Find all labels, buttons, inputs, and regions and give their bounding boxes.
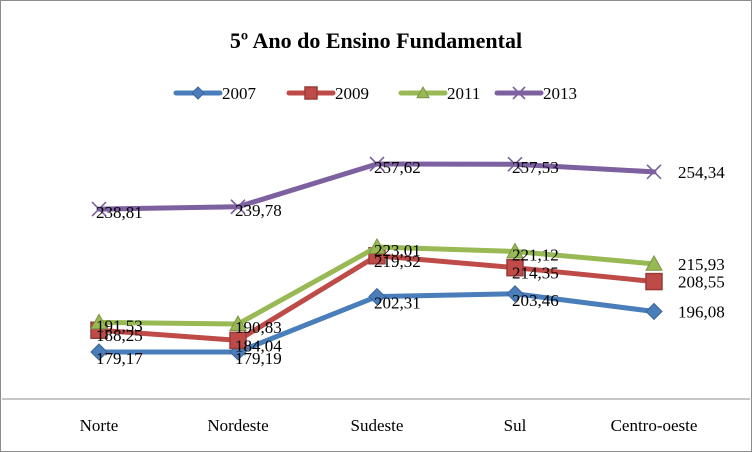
data-label-2007-norte: 179,17 — [96, 349, 143, 368]
data-label-2013-sudeste: 257,62 — [374, 158, 421, 177]
x-tick-nordeste: Nordeste — [207, 416, 268, 435]
point-2013-centro-oeste — [646, 164, 662, 180]
legend: 2007 2009 2011 2013 — [173, 84, 577, 103]
data-label-2013-centro-oeste: 254,34 — [678, 163, 725, 182]
data-label-2007-centro-oeste: 196,08 — [678, 302, 725, 321]
point-2007-sul — [506, 285, 524, 303]
x-tick-norte: Norte — [80, 416, 119, 435]
point-2013-norte — [91, 201, 107, 217]
point-2011-norte — [90, 313, 108, 330]
data-label-2007-nordeste: 179,19 — [235, 349, 282, 368]
data-label-2009-norte: 188,25 — [96, 326, 143, 345]
chart-title: 5º Ano do Ensino Fundamental — [230, 28, 522, 53]
point-2007-centro-oeste — [645, 302, 663, 321]
data-label-2013-nordeste: 239,78 — [235, 201, 282, 220]
legend-label-2011: 2011 — [447, 84, 480, 103]
data-label-2007-sudeste: 202,31 — [374, 294, 421, 313]
data-label-2011-nordeste: 190,83 — [235, 318, 282, 337]
legend-label-2009: 2009 — [335, 84, 369, 103]
plot-area: 179,17 179,19 202,31 203,46 196,08 188,25 184,… — [90, 156, 725, 368]
point-2009-nordeste — [229, 331, 247, 350]
legend-item-2011: 2011 — [398, 84, 480, 103]
series-2011: 191,53 190,83 223,01 221,12 215,93 — [90, 237, 725, 337]
legend-item-2007: 2007 — [173, 84, 257, 103]
point-2009-sul — [506, 258, 524, 277]
x-tick-sudeste: Sudeste — [351, 416, 404, 435]
series-2009: 188,25 184,04 219,32 214,35 208,55 — [90, 247, 725, 355]
data-label-2011-sul: 221,12 — [512, 245, 559, 264]
point-2011-sudeste — [368, 237, 386, 254]
data-label-2013-sul: 257,53 — [512, 158, 559, 177]
data-label-2009-centro-oeste: 208,55 — [678, 273, 725, 292]
data-label-2009-sul: 214,35 — [512, 264, 559, 283]
legend-marker-2011 — [416, 85, 430, 99]
x-tick-centro-oeste: Centro-oeste — [611, 416, 698, 435]
legend-item-2013: 2013 — [494, 84, 577, 103]
point-2009-centro-oeste — [645, 272, 663, 291]
point-2007-sudeste — [368, 287, 386, 306]
data-label-2013-norte: 238,81 — [96, 203, 143, 222]
data-label-2011-sudeste: 223,01 — [374, 241, 421, 260]
legend-marker-2009 — [304, 86, 318, 100]
legend-marker-2007 — [191, 86, 205, 100]
legend-label-2007: 2007 — [222, 84, 257, 103]
point-2011-sul — [506, 242, 524, 259]
x-axis-ticks: Norte Nordeste Sudeste Sul Centro-oeste — [80, 416, 698, 435]
point-2007-norte — [90, 343, 108, 361]
legend-marker-2013 — [512, 86, 526, 100]
data-label-2011-norte: 191,53 — [96, 316, 143, 335]
point-2013-sudeste — [369, 156, 385, 172]
point-2011-nordeste — [229, 315, 247, 331]
series-2007: 179,17 179,19 202,31 203,46 196,08 — [90, 285, 725, 368]
data-label-2011-centro-oeste: 215,93 — [678, 255, 725, 274]
point-2013-nordeste — [230, 199, 246, 215]
data-label-2009-sudeste: 219,32 — [374, 252, 421, 271]
legend-label-2013: 2013 — [543, 84, 577, 103]
data-label-2009-nordeste: 184,04 — [235, 336, 282, 355]
point-2011-centro-oeste — [645, 254, 663, 271]
legend-item-2009: 2009 — [286, 84, 369, 103]
point-2013-sul — [507, 156, 523, 172]
series-2013: 238,81 239,78 257,62 257,53 254,34 — [91, 156, 725, 222]
x-tick-sul: Sul — [504, 416, 527, 435]
data-label-2007-sul: 203,46 — [512, 291, 559, 310]
